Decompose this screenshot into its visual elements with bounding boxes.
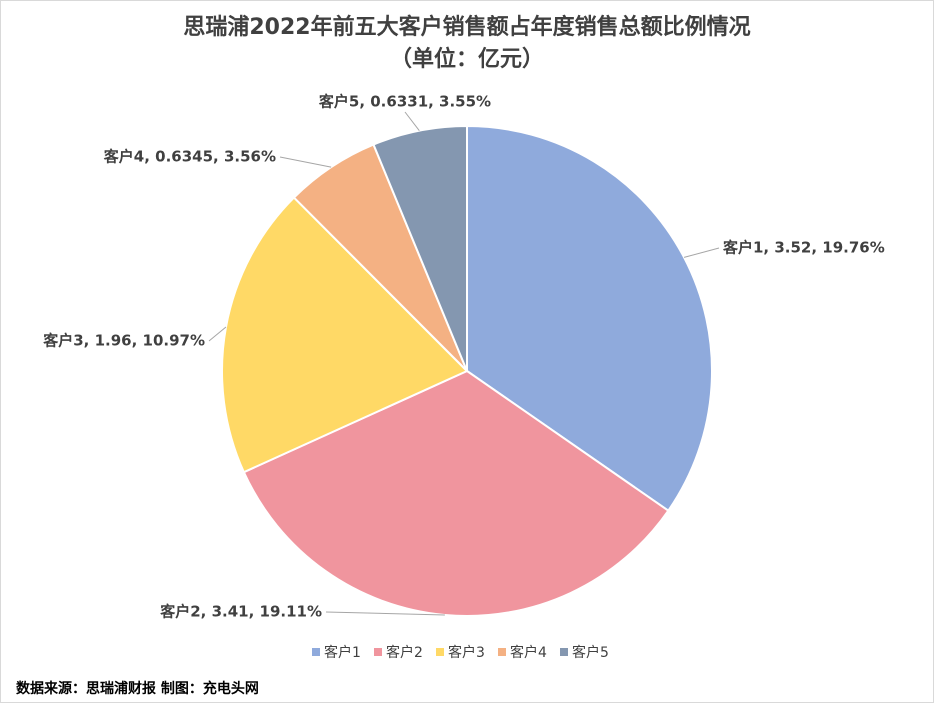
data-label: 客户2, 3.41, 19.11% — [159, 603, 322, 621]
legend-label: 客户2 — [386, 644, 423, 661]
leader-line — [208, 326, 227, 342]
data-label: 客户4, 0.6345, 3.56% — [103, 148, 276, 166]
leader-line — [279, 156, 332, 168]
legend-label: 客户3 — [448, 644, 485, 661]
leader-line — [325, 611, 445, 616]
data-label: 客户5, 0.6331, 3.55% — [318, 93, 491, 111]
legend-swatch — [436, 648, 444, 656]
pie-slice — [221, 196, 469, 474]
source-note: 数据来源：思瑞浦财报 制图：充电头网 — [16, 680, 259, 697]
legend-swatch — [312, 648, 320, 656]
chart-subtitle: （单位：亿元） — [390, 46, 544, 72]
data-label: 客户3, 1.96, 10.97% — [42, 332, 205, 350]
legend-label: 客户1 — [324, 644, 361, 661]
legend-swatch — [498, 648, 506, 656]
legend-swatch — [560, 648, 568, 656]
legend-swatch — [374, 648, 382, 656]
pie-slice — [466, 124, 713, 513]
legend-label: 客户5 — [572, 644, 609, 661]
leader-line — [404, 111, 420, 131]
leader-line — [683, 247, 720, 258]
pie-slice — [372, 124, 468, 372]
legend-label: 客户4 — [510, 644, 547, 661]
data-label: 客户1, 3.52, 19.76% — [722, 239, 885, 257]
chart-title: 思瑞浦2022年前五大客户销售额占年度销售总额比例情况 — [183, 14, 750, 40]
